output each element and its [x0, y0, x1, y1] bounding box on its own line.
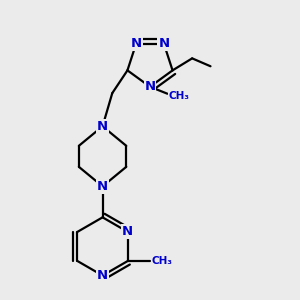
Text: N: N	[158, 38, 169, 50]
Text: N: N	[130, 38, 142, 50]
Text: N: N	[97, 269, 108, 282]
Text: N: N	[122, 225, 133, 239]
Text: CH₃: CH₃	[169, 91, 190, 101]
Text: N: N	[97, 120, 108, 133]
Text: CH₃: CH₃	[152, 256, 172, 266]
Text: N: N	[97, 180, 108, 193]
Text: N: N	[144, 80, 156, 93]
